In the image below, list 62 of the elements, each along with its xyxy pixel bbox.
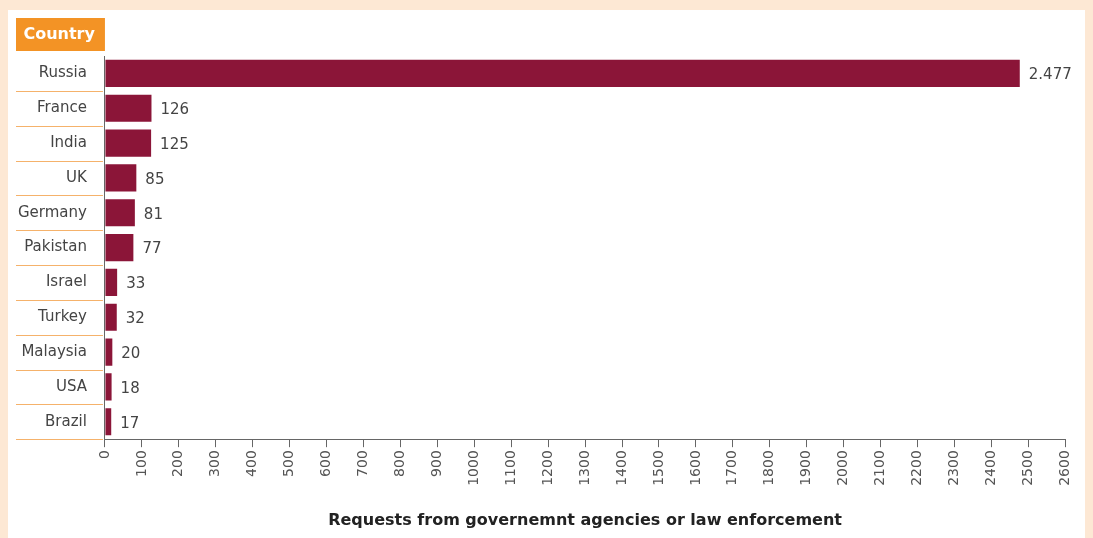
x-tick-label: 2000 <box>834 450 851 486</box>
x-tick-label: 1900 <box>797 450 814 486</box>
bar <box>105 303 117 331</box>
data-label: 18 <box>120 378 140 397</box>
data-label: 85 <box>145 169 165 188</box>
y-tick-label: UK <box>66 167 89 186</box>
x-tick-label: 2200 <box>908 450 925 486</box>
x-tick-label: 0 <box>95 450 112 460</box>
data-label: 77 <box>142 239 162 258</box>
x-tick-label: 2100 <box>871 450 888 486</box>
data-label: 20 <box>121 343 141 362</box>
x-tick-label: 1400 <box>612 450 629 486</box>
data-label: 32 <box>125 309 145 328</box>
y-tick-label: Pakistan <box>24 237 87 256</box>
x-tick-label: 1600 <box>686 450 703 486</box>
y-tick-label: Brazil <box>45 411 87 430</box>
x-tick-label: 1700 <box>723 450 740 486</box>
data-label: 81 <box>143 204 163 223</box>
x-tick-label: 1300 <box>575 450 592 486</box>
x-tick-label: 1100 <box>501 450 518 486</box>
x-tick-label: 900 <box>427 450 444 477</box>
data-label: 125 <box>160 134 189 153</box>
data-label: 2.477 <box>1028 65 1072 84</box>
x-tick-label: 2400 <box>981 450 998 486</box>
x-tick-label: 2300 <box>945 450 962 486</box>
x-tick-label: 2500 <box>1018 450 1035 486</box>
y-tick-label: USA <box>55 376 88 395</box>
bar <box>105 129 152 157</box>
y-tick-label: Germany <box>17 202 88 221</box>
bar <box>105 164 137 192</box>
x-tick-label: 2600 <box>1055 450 1072 486</box>
data-label: 126 <box>160 100 190 119</box>
bar <box>105 199 135 227</box>
y-tick-label: India <box>50 132 87 151</box>
y-tick-label: Russia <box>38 63 87 82</box>
bar <box>105 408 112 436</box>
y-axis-title: Country <box>23 24 96 44</box>
x-tick-label: 600 <box>317 450 334 477</box>
x-tick-label: 1200 <box>538 450 555 486</box>
data-label: 17 <box>120 413 140 432</box>
x-tick-label: 300 <box>206 450 223 477</box>
y-tick-label: Israel <box>45 272 87 291</box>
x-tick-label: 500 <box>280 450 297 477</box>
bar <box>105 338 113 366</box>
bar <box>105 59 1020 87</box>
bar <box>105 268 118 296</box>
x-axis-title: Requests from governemnt agencies or law enforcement <box>328 509 843 529</box>
x-tick-label: 1500 <box>649 450 666 486</box>
data-label: 33 <box>126 274 146 293</box>
x-tick-label: 1000 <box>464 450 481 486</box>
x-tick-label: 800 <box>391 450 408 477</box>
y-tick-label: France <box>37 98 87 117</box>
x-tick-label: 1800 <box>760 450 777 486</box>
bar <box>105 94 152 122</box>
x-tick-label: 200 <box>169 450 186 477</box>
bar <box>105 234 134 262</box>
x-tick-label: 700 <box>354 450 371 477</box>
y-tick-label: Malaysia <box>21 341 87 360</box>
x-tick-label: 400 <box>243 450 260 477</box>
y-tick-label: Turkey <box>37 307 88 326</box>
bar <box>105 373 112 401</box>
x-tick-label: 100 <box>132 450 149 477</box>
